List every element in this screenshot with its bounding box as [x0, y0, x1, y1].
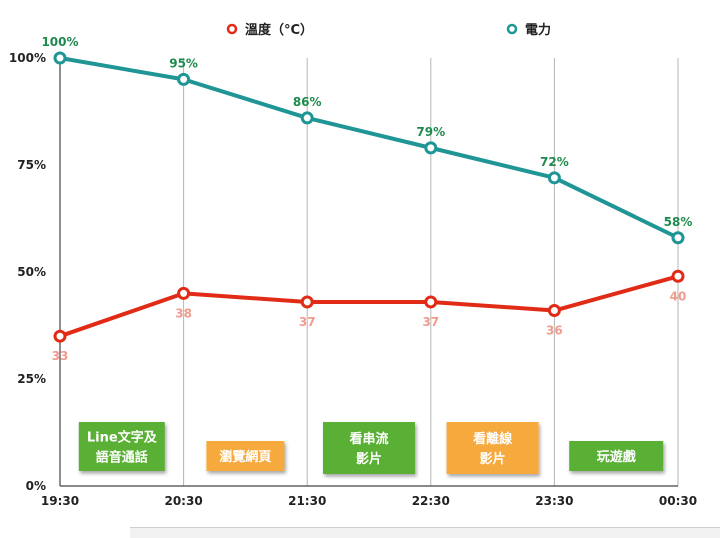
data-label: 72% [540, 155, 569, 169]
data-label: 37 [299, 315, 316, 329]
annotation-box-bg [206, 441, 285, 471]
annotation-box-bg [446, 422, 539, 474]
legend-marker [226, 23, 238, 35]
x-tick-label: 19:30 [41, 494, 79, 508]
series-line [58, 56, 680, 240]
annotation-box: 瀏覽網頁 [206, 441, 285, 471]
window-edge [130, 527, 720, 538]
data-point [424, 141, 438, 155]
legend-label: 溫度（°C） [245, 22, 313, 38]
y-tick-label: 0% [26, 479, 46, 493]
annotation-box-bg [78, 422, 165, 471]
annotation-label: 影片 [356, 451, 382, 467]
annotation-label: 看離線 [473, 431, 513, 447]
legend-item: 電力 [506, 22, 551, 38]
annotation-label: Line文字及 [87, 430, 158, 446]
data-point [53, 51, 67, 65]
data-point [177, 72, 191, 86]
data-point [671, 231, 685, 245]
y-tick-label: 25% [17, 372, 46, 386]
y-tick-label: 75% [17, 158, 46, 172]
series-line [58, 274, 680, 339]
annotation-label: 瀏覽網頁 [219, 449, 271, 465]
data-label: 79% [416, 125, 445, 139]
data-point [300, 295, 314, 309]
data-point [547, 171, 561, 185]
data-label: 33 [52, 349, 69, 363]
data-label: 100% [41, 35, 78, 49]
legend-item: 溫度（°C） [226, 22, 313, 38]
data-point [671, 269, 685, 283]
legend-label: 電力 [525, 22, 551, 38]
data-label: 38 [175, 306, 192, 320]
x-tick-label: 00:30 [659, 494, 697, 508]
data-label: 86% [293, 95, 322, 109]
annotation-label: 語音通話 [96, 450, 148, 466]
legend-marker [506, 23, 518, 35]
annotation-label: 看串流 [349, 431, 388, 447]
annotation-box-bg [323, 422, 415, 474]
x-tick-label: 20:30 [164, 494, 202, 508]
annotation-box: 玩遊戲 [569, 441, 664, 471]
data-label: 58% [664, 215, 693, 229]
data-point [547, 304, 561, 318]
data-label: 95% [169, 56, 198, 70]
data-point [177, 286, 191, 300]
data-point [300, 111, 314, 125]
data-label: 36 [546, 324, 563, 338]
data-point [424, 295, 438, 309]
y-tick-label: 50% [17, 265, 46, 279]
x-tick-label: 23:30 [535, 494, 573, 508]
annotation-label: 玩遊戲 [597, 449, 637, 465]
data-label: 37 [422, 315, 439, 329]
x-tick-label: 22:30 [412, 494, 450, 508]
data-point [53, 329, 67, 343]
data-label: 40 [670, 289, 687, 303]
x-tick-label: 21:30 [288, 494, 326, 508]
annotation-box-bg [569, 441, 664, 471]
annotation-label: 影片 [480, 451, 506, 467]
y-tick-label: 100% [9, 51, 46, 65]
